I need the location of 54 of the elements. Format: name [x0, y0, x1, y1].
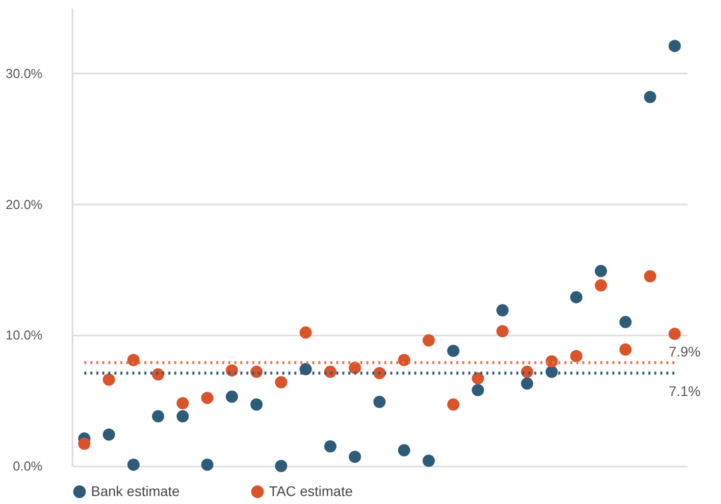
point — [226, 364, 238, 377]
point — [201, 392, 214, 404]
point — [472, 384, 484, 396]
point — [373, 396, 386, 408]
point — [644, 90, 656, 104]
legend-label: TAC estimate — [269, 482, 353, 499]
point — [570, 291, 582, 304]
point — [472, 372, 484, 384]
y-tick-label: 0.0% — [12, 458, 43, 474]
y-tick-label: 20.0% — [6, 196, 43, 212]
point — [176, 397, 189, 410]
point — [152, 410, 164, 422]
point — [250, 366, 263, 378]
point — [594, 279, 608, 292]
ref-line-label: 7.1% — [668, 383, 701, 400]
point — [324, 366, 336, 378]
point — [447, 344, 460, 357]
point — [274, 376, 288, 388]
point — [348, 450, 362, 463]
point — [127, 458, 140, 471]
point — [496, 325, 509, 338]
point — [348, 362, 362, 374]
point — [546, 355, 558, 368]
point — [102, 428, 116, 441]
point — [570, 350, 582, 362]
point — [422, 334, 435, 346]
point — [226, 390, 238, 403]
point — [398, 354, 410, 366]
point — [619, 316, 632, 328]
y-tick-label: 30.0% — [6, 66, 43, 81]
point — [250, 398, 263, 411]
point — [619, 343, 632, 356]
ref-line-label: 7.9% — [668, 344, 701, 360]
point — [127, 354, 140, 366]
point — [102, 374, 116, 386]
point — [668, 328, 681, 340]
point — [447, 398, 460, 411]
point — [520, 377, 534, 390]
point — [594, 264, 608, 278]
point — [300, 363, 312, 376]
point — [274, 460, 288, 472]
point — [300, 326, 312, 339]
point — [422, 454, 435, 467]
point — [201, 458, 214, 471]
point — [78, 438, 90, 450]
point — [496, 304, 509, 316]
point — [176, 410, 189, 422]
point — [520, 366, 534, 378]
point — [668, 40, 681, 52]
point — [398, 444, 410, 456]
legend-label: Bank estimate — [91, 482, 180, 499]
y-tick-label: 10.0% — [6, 328, 43, 343]
point — [324, 440, 336, 452]
point — [644, 270, 656, 282]
